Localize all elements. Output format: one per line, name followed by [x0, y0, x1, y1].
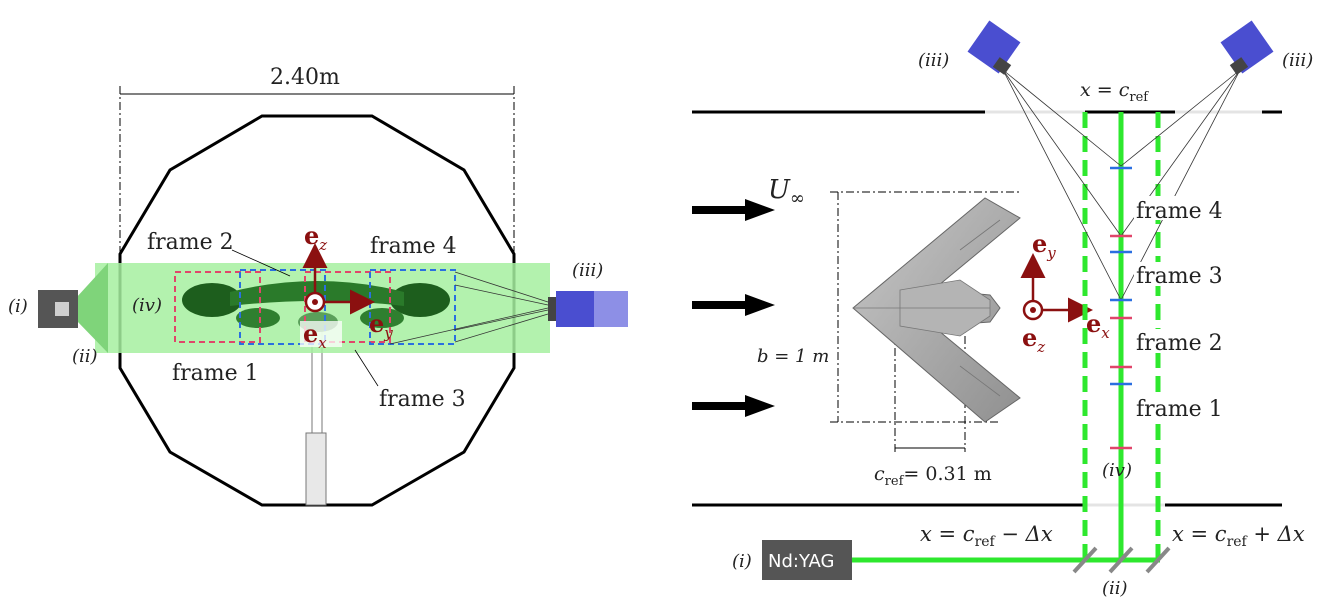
camera-left: [548, 291, 628, 327]
ey-label-right: ey: [1032, 229, 1056, 262]
label-iii-right-1: (iii): [918, 50, 949, 71]
tunnel-walls: [692, 110, 1282, 507]
span-label: b = 1 m: [757, 346, 829, 367]
plane-minus-label: x = cref − Δx: [920, 522, 1053, 550]
plane-plus-label: x = cref + Δx: [1172, 522, 1305, 550]
sheet-expansion: [76, 263, 108, 353]
frame-ticks: [1110, 166, 1132, 450]
freestream-label: U∞: [768, 175, 805, 209]
chord-label: cref= 0.31 m: [874, 463, 992, 489]
axes-left: [302, 243, 375, 315]
camera-rays-left: [389, 271, 549, 345]
frame-4-label-left: frame 4: [370, 234, 457, 259]
axes-right: [1020, 253, 1093, 323]
right-panel-top-view: U∞ b = 1 m cref= 0.31 m ey ex: [692, 20, 1313, 599]
model-support: [305, 329, 327, 506]
nd-yag-laser: Nd:YAG: [762, 540, 852, 580]
frame-1-box: [174, 271, 261, 343]
frame-2-label-right: frame 2: [1136, 331, 1223, 356]
frame-3-label-left: frame 3: [379, 387, 466, 412]
frame-3-label-right: frame 3: [1136, 264, 1223, 289]
left-panel-test-section: 2.40m: [8, 65, 628, 507]
wing-model-top-view: [852, 197, 1021, 423]
camera-upper-right: [1220, 20, 1274, 75]
mirrors: [1072, 546, 1171, 574]
label-iii-right-2: (iii): [1282, 50, 1313, 71]
wing-model-front-view: [182, 281, 450, 332]
ex-label-left: ex: [303, 319, 327, 352]
frame-1-label-right: frame 1: [1136, 397, 1223, 422]
label-i-right: (i): [732, 551, 752, 572]
camera-upper-left: [967, 20, 1021, 75]
ey-label-left: ey: [369, 309, 393, 342]
laser-source-left: [38, 290, 78, 328]
frame-labels-right: frame 4 frame 3 frame 2 frame 1: [1134, 196, 1232, 422]
freestream-arrows: [692, 199, 775, 417]
label-ii-left: (ii): [72, 346, 98, 367]
dimension-label: 2.40m: [270, 65, 340, 90]
laser-name: Nd:YAG: [768, 551, 835, 572]
ez-label-left: ez: [304, 221, 327, 254]
frame-3-box: [304, 271, 391, 343]
frame-2-label-left: frame 2: [147, 230, 234, 255]
label-iii-left: (iii): [572, 260, 603, 281]
plane-top-label: x = cref: [1080, 79, 1149, 105]
label-ii-right: (ii): [1102, 578, 1128, 599]
ex-label-right: ex: [1086, 309, 1110, 342]
label-iv-left: (iv): [132, 295, 162, 316]
frame-1-label-left: frame 1: [172, 361, 259, 386]
frame-4-label-right: frame 4: [1136, 199, 1223, 224]
label-iv-right: (iv): [1102, 460, 1132, 481]
ez-label-right: ez: [1022, 323, 1045, 356]
label-i-left: (i): [8, 296, 28, 317]
dimension-indicator: 2.40m: [119, 65, 515, 262]
tunnel-cross-section: [118, 114, 516, 507]
frame-2-box: [239, 269, 326, 345]
